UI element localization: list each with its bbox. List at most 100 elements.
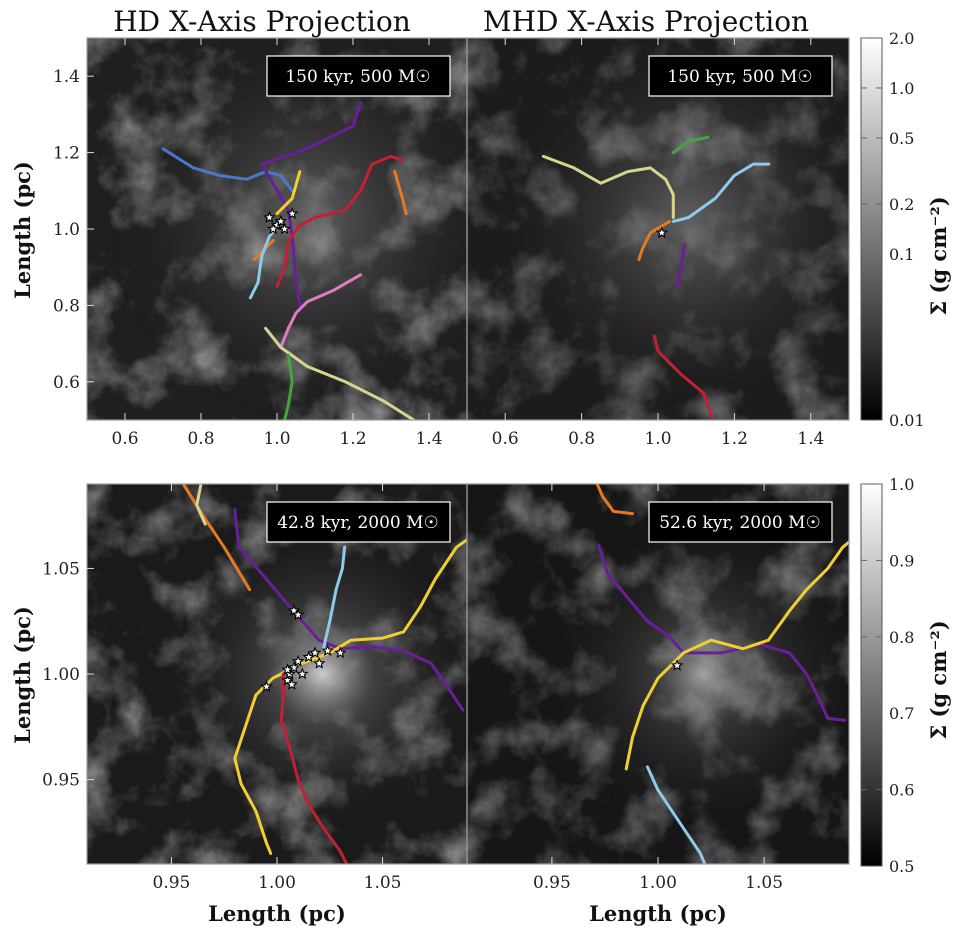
x-tick-label: 1.4 — [415, 429, 442, 449]
track-orange-0 — [181, 484, 252, 592]
colorbar-tick-label: 1.0 — [889, 79, 914, 98]
annotation-label: 150 kyr, 500 M☉ — [285, 67, 430, 87]
track-lightblue-3 — [321, 545, 347, 651]
sink-particle-star — [274, 214, 287, 227]
sink-particle-star — [313, 656, 326, 669]
y-tick-label: 0.8 — [53, 296, 80, 316]
annotation-label: 52.6 kyr, 2000 M☉ — [659, 513, 821, 533]
sink-particle-star — [278, 222, 291, 235]
track-orange-4 — [393, 170, 408, 216]
x-tick-label: 1.0 — [644, 429, 671, 449]
colorbar-ticks-0: 2.0 1.0 0.5 0.2 0.1 0.01 — [861, 29, 925, 430]
x-tick-label: 1.00 — [258, 873, 296, 893]
ylabel-top: Length (pc) — [10, 161, 35, 299]
colorbar-tick-label: 0.6 — [889, 781, 914, 800]
colorbar-tick-label: 0.01 — [889, 411, 925, 430]
x-tick-label: 0.6 — [111, 429, 138, 449]
track-purple-1 — [597, 543, 847, 722]
track-khaki-8 — [264, 326, 416, 420]
x-tick-label: 1.00 — [639, 873, 677, 893]
annotation-label: 42.8 kyr, 2000 M☉ — [277, 513, 439, 533]
panel-top-left — [87, 38, 467, 420]
annotation-box — [266, 55, 451, 97]
colorbar-ticks-1: 1.0 0.9 0.8 0.7 0.6 0.5 — [861, 475, 914, 876]
sink-particle-star — [308, 646, 322, 659]
y-tick-label: 1.2 — [53, 144, 80, 164]
sink-particle-star — [287, 661, 301, 673]
x-tick-label: 1.2 — [721, 429, 748, 449]
xlabel-left: Length (pc) — [208, 901, 346, 926]
y-tick-label: 0.6 — [53, 373, 80, 393]
y-tick-label: 0.95 — [42, 771, 80, 791]
y-tick-label: 1.4 — [53, 67, 80, 87]
track-pink-7 — [279, 273, 363, 349]
colorbar-label-top: Σ (g cm⁻²) — [926, 196, 951, 315]
sink-particle-star — [263, 211, 276, 223]
xlabel-right: Length (pc) — [589, 901, 727, 926]
colorbar-tick-label: 0.2 — [889, 195, 914, 214]
sink-particle-star — [670, 659, 684, 671]
track-purple-4 — [675, 242, 687, 288]
colorbar-tick-label: 0.1 — [889, 245, 914, 264]
y-tick-label: 1.0 — [53, 220, 80, 240]
y-tick-label: 1.00 — [42, 665, 80, 685]
panel-top-right-marks: 150 kyr, 500 M☉ 0.6 0.8 1.0 1.2 1.4 — [466, 37, 850, 449]
x-tick-label: 1.05 — [745, 873, 783, 893]
sink-particle-star — [321, 644, 334, 657]
panel-bottom-right-marks: 52.6 kyr, 2000 M☉ 0.95 1.00 1.05 — [466, 483, 850, 893]
track-orange-0 — [595, 484, 634, 516]
sink-particle-star — [281, 663, 294, 676]
track-orange-3 — [637, 219, 671, 262]
title-mhd: MHD X-Axis Projection — [483, 5, 809, 38]
sink-particle-star — [267, 222, 280, 235]
sink-particle-star — [291, 654, 305, 667]
track-green-1 — [671, 135, 710, 155]
annotation-label: 150 kyr, 500 M☉ — [667, 67, 812, 87]
track-purple-2 — [233, 507, 465, 712]
track-blue-0 — [161, 147, 294, 193]
track-yellow-2 — [624, 540, 849, 771]
colorbar-tick-label: 0.5 — [889, 129, 914, 148]
ylabel-bottom: Length (pc) — [10, 606, 35, 744]
track-khaki-1 — [195, 484, 207, 526]
track-red-2 — [275, 154, 404, 288]
x-tick-label: 1.05 — [364, 873, 402, 893]
panel-bottom-left — [87, 484, 467, 864]
track-yellow-3 — [275, 170, 302, 216]
x-tick-label: 0.95 — [153, 873, 191, 893]
panel-bottom-left-marks: 42.8 kyr, 2000 M☉ 0.95 1.00 1.05 0.95 1.00 1.0… — [42, 483, 468, 893]
sink-particle-star — [291, 608, 305, 621]
track-lightblue-3 — [645, 765, 707, 864]
sink-particle-star — [334, 646, 347, 659]
sink-particle-star — [285, 678, 298, 690]
x-tick-label: 1.2 — [339, 429, 366, 449]
x-tick-label: 0.6 — [492, 429, 519, 449]
x-tick-label: 0.95 — [533, 873, 571, 893]
sink-particle-star — [655, 226, 668, 239]
sink-particle-star — [286, 207, 299, 219]
panel-bottom-right — [467, 484, 849, 864]
x-tick-label: 1.4 — [797, 429, 824, 449]
colorbar-top — [860, 37, 883, 421]
colorbar-tick-label: 1.0 — [889, 475, 914, 494]
colorbar-bottom — [860, 483, 883, 867]
x-tick-label: 0.8 — [187, 429, 214, 449]
colorbar-tick-label: 0.9 — [889, 551, 914, 570]
y-tick-label: 1.05 — [42, 559, 80, 579]
track-red-5 — [652, 334, 713, 418]
title-hd: HD X-Axis Projection — [113, 5, 411, 38]
track-green-9 — [283, 353, 294, 420]
annotation-box — [266, 501, 451, 543]
colorbar-tick-label: 0.7 — [889, 704, 914, 723]
annotation-box — [648, 501, 833, 543]
colorbar-label-bottom: Σ (g cm⁻²) — [926, 620, 951, 739]
colorbar-tick-label: 0.5 — [889, 857, 914, 876]
x-tick-label: 1.0 — [263, 429, 290, 449]
sink-particle-star — [296, 667, 309, 680]
track-red-5 — [279, 672, 349, 864]
track-yellow-4 — [233, 537, 467, 855]
annotation-box — [648, 55, 833, 97]
track-lightblue-2 — [671, 162, 771, 223]
colorbar-tick-label: 2.0 — [889, 29, 914, 48]
